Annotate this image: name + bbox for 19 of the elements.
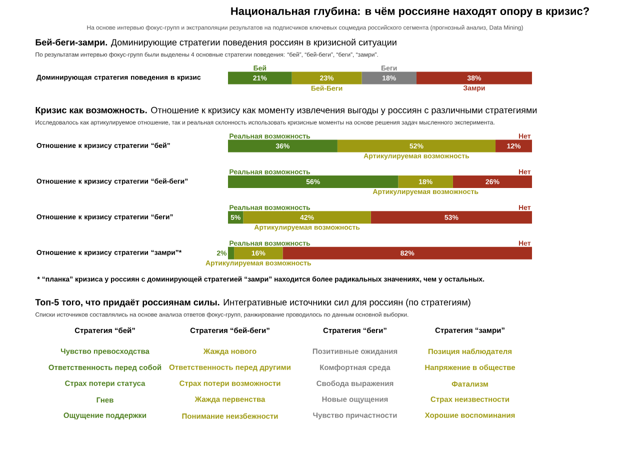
text: Национальная глубина: в чём россияне находят опору в кризис?: [231, 6, 589, 18]
bar: [452, 175, 532, 188]
bar: [337, 140, 496, 152]
bar: [228, 175, 398, 188]
bar: [416, 72, 532, 84]
bar: [370, 211, 532, 224]
bar: [282, 246, 532, 260]
bar: [362, 72, 416, 84]
bar: [228, 140, 338, 152]
chart-title: Кризис как возможность. Отношение к кризису как моменту извлечения выгоды у россиян с различными стратегиями: [36, 106, 537, 116]
bar: [243, 211, 371, 224]
bar: [234, 246, 283, 260]
bar: [292, 72, 362, 84]
chart-title: Бей-беги-замри. Доминирующие стратегии поведения россиян в кризисной ситуации: [36, 38, 396, 48]
bar: [496, 140, 532, 152]
text: Топ-5 того, что придаёт россиянам силы. Интегративные источники сил для россиян (по стратегиям): [35, 298, 470, 308]
bar: [228, 246, 234, 260]
bar: [228, 72, 292, 84]
bar: [398, 175, 453, 188]
